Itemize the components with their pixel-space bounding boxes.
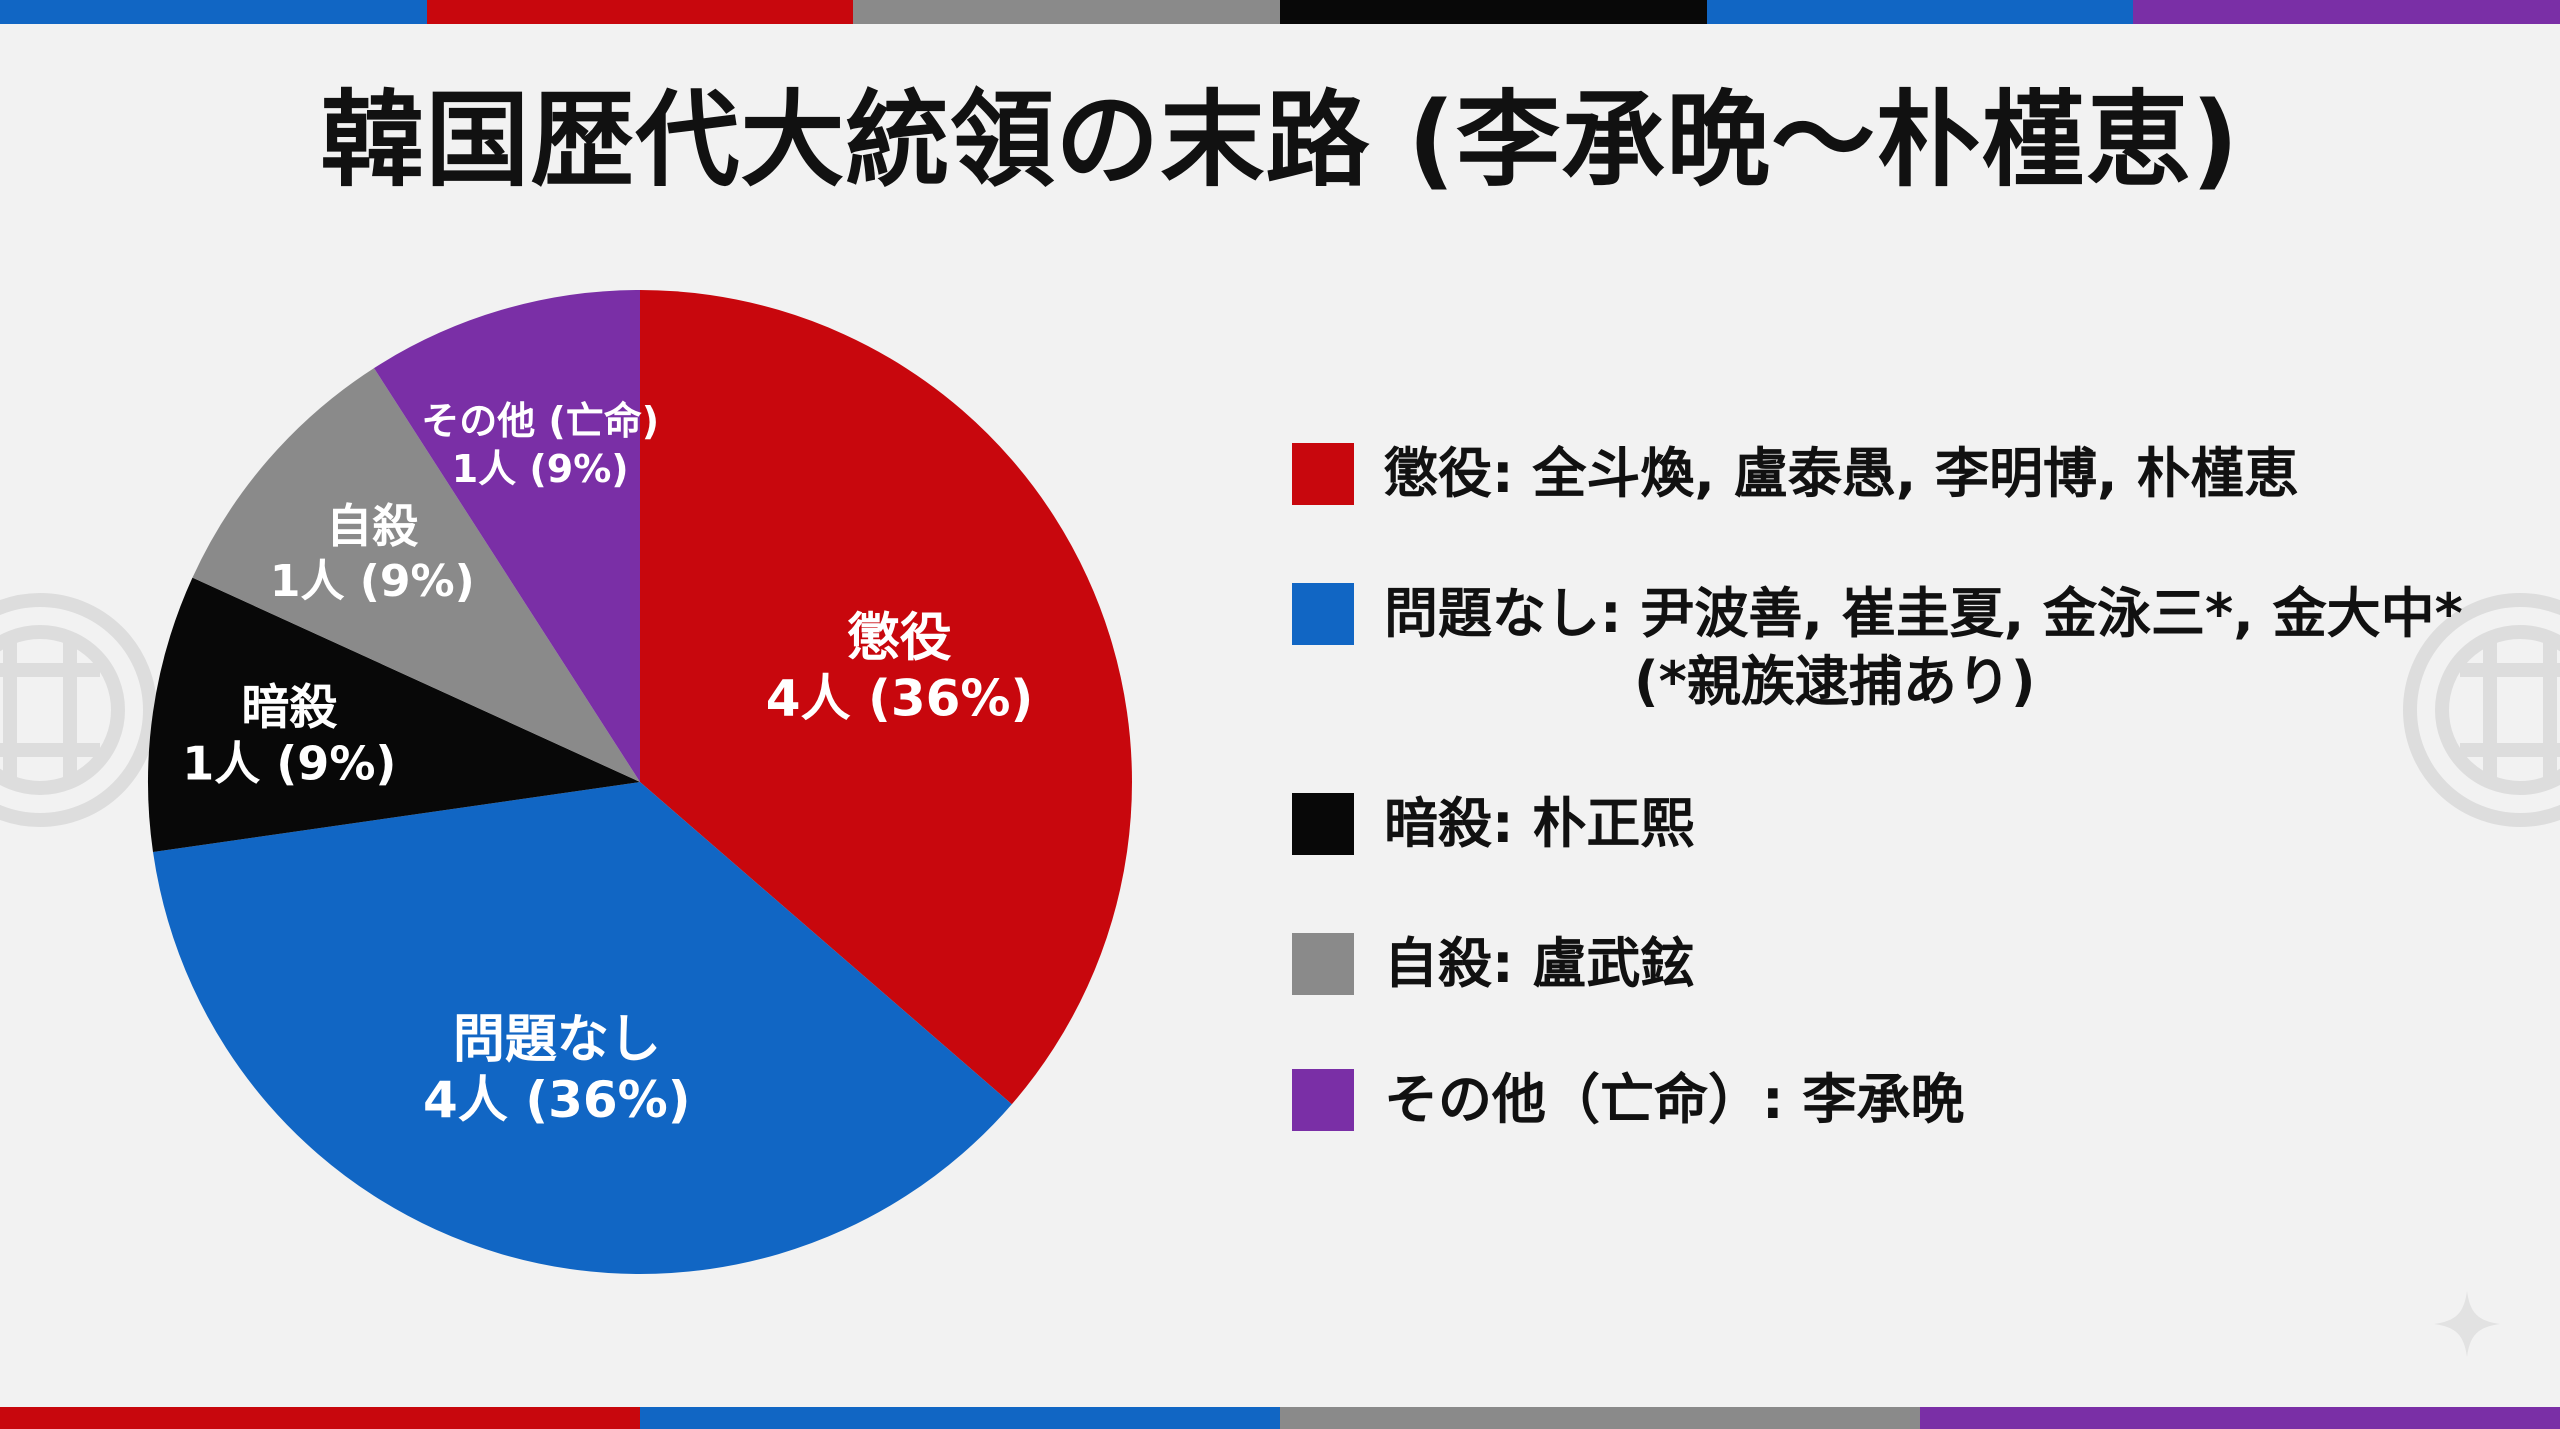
slice-value-label: 1人 (9%) — [182, 737, 396, 791]
legend-label-main: 問題なし: 尹波善, 崔圭夏, 金泳三*, 金大中* — [1384, 582, 2463, 645]
legend-swatch-red — [1292, 443, 1354, 505]
stripe-segment-gray — [1280, 1407, 1920, 1429]
legend-swatch-purple — [1292, 1069, 1354, 1131]
slice-category-label: 懲役 — [848, 608, 952, 668]
slice-prison — [640, 290, 1132, 1105]
bottom-color-stripe — [0, 1407, 2560, 1429]
slice-category-label: 自殺 — [326, 499, 418, 553]
stripe-segment-blue — [0, 0, 427, 24]
legend-item-prison: 懲役: 全斗煥, 盧泰愚, 李明博, 朴槿恵 — [1292, 438, 2298, 510]
stripe-segment-purple — [2133, 0, 2560, 24]
slice-suicide — [192, 368, 640, 782]
slice-no-problem — [153, 782, 1012, 1274]
legend-item-assassination: 暗殺: 朴正熙 — [1292, 788, 1694, 860]
stripe-segment-blue — [640, 1407, 1280, 1429]
top-color-stripe — [0, 0, 2560, 24]
stripe-segment-gray — [853, 0, 1281, 24]
legend-item-no-problem: 問題なし: 尹波善, 崔圭夏, 金泳三*, 金大中* (*親族逮捕あり) — [1292, 578, 2463, 714]
slice-value-label: 4人 (36%) — [423, 1071, 691, 1129]
legend-label: 暗殺: 朴正熙 — [1384, 792, 1695, 855]
chinese-knot-ornament-icon — [0, 593, 157, 827]
slice-category-label: 問題なし — [453, 1010, 661, 1070]
slice-assassination — [147, 577, 640, 853]
legend-item-suicide: 自殺: 盧武鉉 — [1292, 928, 1694, 1000]
slice-value-label: 4人 (36%) — [766, 669, 1034, 727]
slice-other — [374, 290, 640, 782]
slice-value-label: 1人 (9%) — [270, 556, 475, 607]
stripe-segment-purple — [1920, 1407, 2560, 1429]
chart-title: 韓国歴代大統領の末路 (李承晩～朴槿恵) — [320, 79, 2240, 201]
legend-item-other: その他（亡命）: 李承晩 — [1292, 1064, 1964, 1136]
legend-label: その他（亡命）: 李承晩 — [1384, 1068, 1965, 1131]
slice-category-label: その他 (亡命) — [421, 399, 659, 443]
legend-label: 自殺: 盧武鉉 — [1384, 932, 1695, 995]
slice-category-label: 暗殺 — [241, 680, 337, 736]
stripe-segment-red — [426, 0, 854, 24]
stripe-segment-blue-2 — [1706, 0, 2134, 24]
legend-label: 懲役: 全斗煥, 盧泰愚, 李明博, 朴槿恵 — [1384, 442, 2299, 505]
chinese-knot-ornament-icon — [2403, 593, 2560, 827]
sparkle-icon — [2434, 1291, 2500, 1357]
legend-swatch-gray — [1292, 933, 1354, 995]
stripe-segment-black — [1280, 0, 1707, 24]
legend-footnote: (*親族逮捕あり) — [1634, 650, 2036, 713]
legend-swatch-black — [1292, 793, 1354, 855]
slice-value-label: 1人 (9%) — [452, 447, 629, 491]
stripe-segment-red — [0, 1407, 640, 1429]
legend-swatch-blue — [1292, 583, 1354, 645]
legend-label: 問題なし: 尹波善, 崔圭夏, 金泳三*, 金大中* (*親族逮捕あり) — [1384, 578, 2463, 714]
